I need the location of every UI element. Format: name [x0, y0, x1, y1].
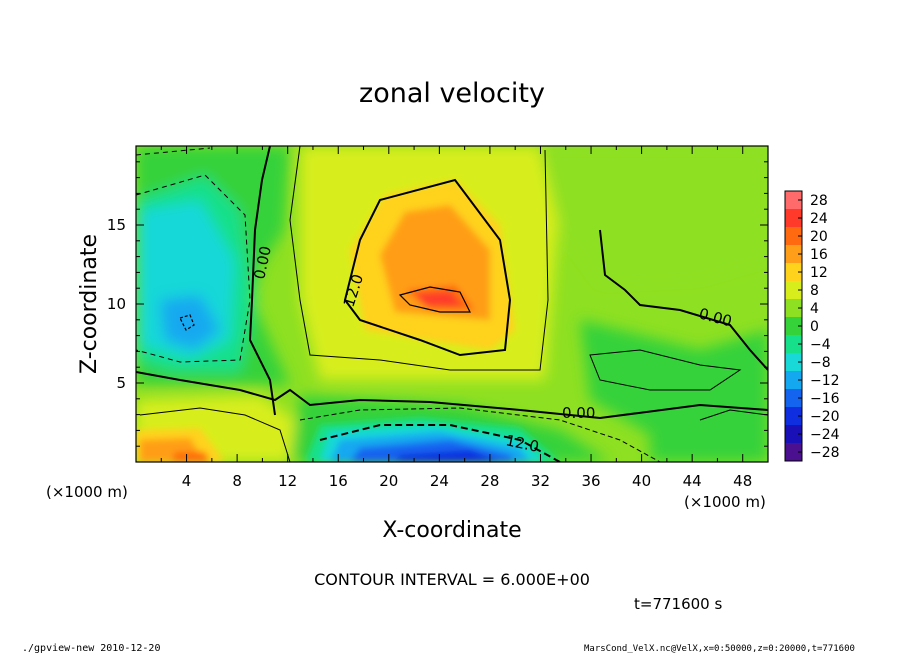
time-label: t=771600 s	[634, 595, 722, 613]
colorbar-swatch	[785, 209, 802, 227]
contour-label: 0.00	[562, 404, 595, 422]
colorbar-label: 12	[810, 265, 828, 281]
colorbar-swatch	[785, 425, 802, 443]
x-tick-label: 12	[278, 472, 297, 490]
x-tick-label: 24	[430, 472, 449, 490]
x-tick-label: 40	[632, 472, 651, 490]
footer-left: ./gpview-new 2010-12-20	[22, 643, 160, 654]
x-axis-title: X-coordinate	[382, 518, 521, 543]
colorbar: 28 24 20 16 12 8 4 0 −4 −8 −12 −16 −20 −24 −28	[784, 190, 840, 462]
colorbar-label: 20	[810, 229, 828, 245]
colorbar-swatch	[785, 281, 802, 299]
colorbar-label: −8	[810, 355, 831, 371]
chart-title: zonal velocity	[359, 78, 545, 109]
heatmap-field: 0.00 12.0 0.00 0.00 12.0	[136, 146, 768, 462]
colorbar-swatch	[785, 407, 802, 425]
y-axis: 5 10 15	[107, 161, 768, 447]
colorbar-swatch	[785, 263, 802, 281]
colorbar-swatch	[785, 317, 802, 335]
x-unit-label: (×1000 m)	[46, 483, 128, 501]
colorbar-swatch	[785, 353, 802, 371]
colorbar-swatch	[785, 443, 802, 461]
colorbar-label: 0	[810, 319, 819, 335]
colorbar-swatch	[785, 335, 802, 353]
y-axis-title: Z-coordinate	[77, 234, 102, 374]
colorbar-swatch	[785, 299, 802, 317]
footer-right: MarsCond_VelX.nc@VelX,x=0:50000,z=0:2000…	[584, 644, 855, 654]
colorbar-label: −20	[810, 409, 840, 425]
colorbar-label: 4	[810, 301, 819, 317]
colorbar-label: 8	[810, 283, 819, 299]
x-tick-label: 16	[329, 472, 348, 490]
colorbar-swatch	[785, 191, 802, 209]
colorbar-swatch	[785, 371, 802, 389]
colorbar-label: 16	[810, 247, 828, 263]
colorbar-swatch	[785, 389, 802, 407]
y-tick-label: 15	[107, 216, 126, 234]
contour-interval-note: CONTOUR INTERVAL = 6.000E+00	[314, 570, 590, 589]
x-tick-label: 4	[182, 472, 192, 490]
colorbar-swatch	[785, 227, 802, 245]
y-tick-label: 10	[107, 295, 126, 313]
x-tick-label: 20	[379, 472, 398, 490]
colorbar-swatch	[785, 245, 802, 263]
x-tick-label: 8	[232, 472, 242, 490]
colorbar-label: 28	[810, 193, 828, 209]
contour-lines	[136, 146, 768, 462]
colorbar-label: −16	[810, 391, 840, 407]
x-tick-label: 48	[733, 472, 752, 490]
x-tick-label: 32	[531, 472, 550, 490]
colorbar-label: −24	[810, 427, 840, 443]
x-tick-label: 28	[480, 472, 499, 490]
x-tick-label: 44	[683, 472, 702, 490]
x-axis: 4 8 12 16 20 24 28 32 36 40 44 48	[160, 146, 752, 490]
y-tick-label: 5	[116, 374, 126, 392]
colorbar-label: 24	[810, 211, 828, 227]
x-tick-label: 36	[581, 472, 600, 490]
colorbar-label: −12	[810, 373, 840, 389]
y-unit-label: (×1000 m)	[684, 493, 766, 511]
colorbar-label: −28	[810, 445, 840, 461]
colorbar-label: −4	[810, 337, 831, 353]
